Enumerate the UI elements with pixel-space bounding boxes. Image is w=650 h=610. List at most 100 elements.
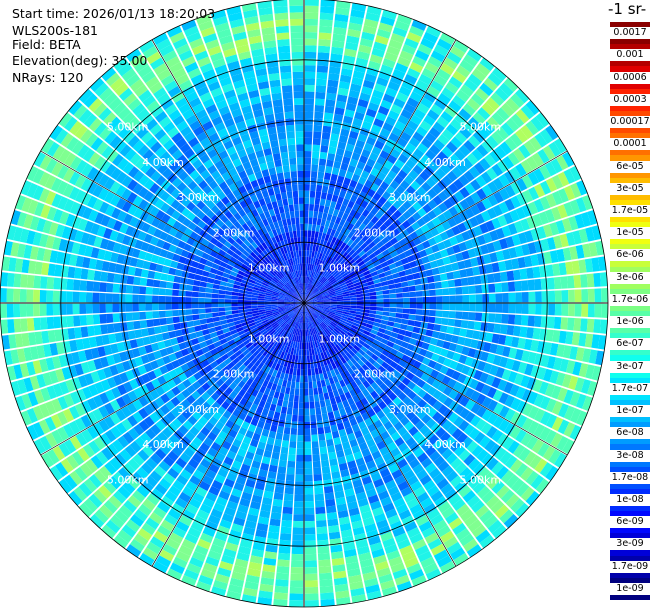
range-bin [211, 307, 219, 313]
range-bin [365, 108, 377, 118]
range-bin [254, 115, 265, 125]
range-bin [218, 307, 226, 312]
range-bin [281, 287, 288, 293]
range-bin [125, 284, 134, 294]
range-bin [207, 45, 222, 56]
range-bin [448, 311, 456, 319]
range-bin [138, 174, 150, 186]
range-bin [261, 282, 269, 287]
range-bin [231, 488, 243, 498]
range-bin [211, 373, 221, 383]
range-bin [301, 342, 304, 350]
range-bin [304, 65, 316, 72]
range-bin [271, 294, 279, 298]
range-bin [23, 347, 33, 362]
range-bin [341, 385, 349, 394]
range-bin [192, 469, 205, 481]
range-bin [314, 367, 319, 375]
range-bin [359, 127, 370, 137]
range-bin [57, 164, 69, 180]
range-bin [239, 57, 253, 67]
range-bin [67, 266, 76, 279]
range-bin [324, 492, 335, 501]
range-bin [363, 577, 379, 588]
range-bin [231, 310, 239, 315]
range-bin [319, 323, 325, 330]
range-bin [227, 584, 243, 594]
range-bin [308, 307, 315, 312]
range-bin [434, 317, 442, 325]
range-bin [389, 75, 403, 86]
range-bin [268, 230, 275, 239]
range-bin [308, 293, 314, 299]
range-bin [280, 312, 287, 317]
range-bin [156, 238, 165, 249]
range-bin [381, 236, 390, 245]
range-bin [432, 411, 443, 422]
range-bin [215, 420, 225, 431]
range-bin [317, 546, 330, 554]
range-bin [380, 15, 396, 27]
range-bin [357, 359, 365, 367]
range-bin [440, 110, 454, 123]
range-bin [251, 357, 259, 365]
range-bin [261, 330, 268, 337]
range-bin [367, 336, 375, 343]
range-bin [271, 505, 282, 514]
range-bin [265, 416, 273, 425]
range-bin [374, 210, 384, 220]
range-bin [87, 269, 96, 281]
range-bin [470, 415, 481, 427]
range-bin [401, 164, 412, 175]
range-bin [319, 267, 324, 275]
range-bin [397, 169, 408, 180]
range-bin [283, 338, 288, 346]
range-bin [301, 355, 304, 363]
range-bin [384, 357, 393, 365]
range-bin [289, 289, 295, 295]
range-bin [305, 290, 308, 297]
range-bin [317, 245, 323, 253]
range-bin [187, 67, 202, 79]
range-bin [532, 379, 543, 393]
range-bin [528, 405, 540, 420]
range-bin [382, 452, 393, 462]
range-bin [311, 313, 316, 320]
range-bin [290, 347, 295, 355]
range-bin [426, 109, 440, 121]
range-bin [357, 498, 369, 508]
range-bin [432, 121, 445, 134]
range-bin [208, 463, 220, 474]
range-bin [317, 52, 330, 60]
range-bin [284, 296, 292, 300]
range-bin [336, 175, 345, 184]
range-bin [171, 132, 184, 144]
range-bin [228, 325, 237, 332]
range-bin [343, 244, 350, 252]
range-bin [297, 428, 304, 436]
range-bin [334, 274, 342, 280]
range-bin [275, 193, 282, 201]
range-bin [438, 332, 447, 341]
range-bin [394, 338, 403, 346]
range-bin [225, 310, 233, 316]
range-bin [324, 364, 330, 373]
range-bin [373, 478, 385, 488]
range-bin [321, 365, 327, 374]
range-bin [307, 335, 311, 343]
range-bin [401, 44, 417, 56]
range-bin [245, 351, 253, 359]
range-bin [271, 308, 279, 312]
range-bin [384, 241, 393, 249]
range-bin [157, 163, 169, 175]
range-bin [332, 329, 339, 336]
range-bin [270, 511, 282, 520]
range-bin [374, 335, 383, 342]
range-bin [255, 334, 263, 341]
range-bin [99, 159, 112, 173]
range-bin [276, 264, 283, 271]
range-bin [52, 145, 66, 161]
range-bin [314, 487, 324, 495]
range-bin [117, 435, 129, 448]
range-bin [272, 291, 280, 295]
